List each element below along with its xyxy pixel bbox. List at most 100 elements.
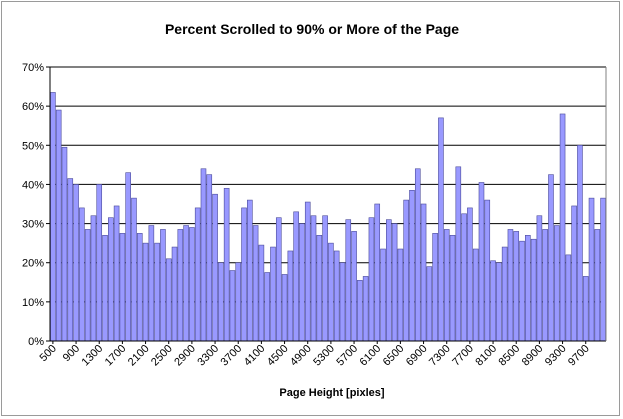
bar [559, 113, 566, 342]
bar [461, 213, 467, 342]
bar [189, 227, 195, 342]
bar [131, 197, 137, 342]
bar [368, 217, 375, 342]
x-axis-label: Page Height [pixles] [279, 387, 384, 399]
bar [548, 174, 554, 342]
x-tick-label: 3300 [195, 343, 221, 369]
bar [362, 276, 369, 342]
bar [61, 146, 68, 342]
bar [374, 203, 381, 342]
y-tick-label: 60% [22, 101, 44, 113]
x-tick-label: 9300 [543, 343, 569, 369]
axes [46, 66, 607, 344]
bar [409, 190, 415, 342]
bar [443, 229, 450, 342]
bar [420, 203, 427, 342]
bar [136, 233, 143, 342]
y-tick-label: 70% [22, 62, 44, 74]
bar [403, 199, 409, 342]
bar [571, 205, 577, 342]
bar [513, 231, 520, 342]
x-tick-label: 8500 [497, 343, 523, 369]
bar [299, 223, 305, 342]
bar [600, 197, 606, 342]
bar [496, 262, 502, 342]
y-tick-label: 10% [22, 297, 44, 309]
x-tick-label: 5300 [311, 343, 337, 369]
bar [304, 201, 311, 342]
bar [252, 225, 259, 342]
bar [478, 182, 485, 342]
bar [467, 207, 473, 342]
x-tick-label: 900 [61, 343, 82, 364]
bar [432, 233, 438, 342]
bar [125, 172, 131, 342]
x-tick-label: 8100 [473, 343, 499, 369]
bar [391, 223, 398, 342]
bar [328, 242, 334, 342]
x-tick-label: 4900 [288, 343, 314, 369]
bar [507, 229, 514, 342]
bar [212, 193, 218, 342]
bar [84, 229, 91, 342]
x-tick-label: 2100 [126, 343, 152, 369]
x-tick-label: 6500 [381, 343, 407, 369]
bar [264, 272, 270, 342]
bar [50, 92, 56, 342]
bar [565, 254, 572, 342]
x-tick-label: 4100 [242, 343, 268, 369]
bar [281, 274, 288, 342]
bar [275, 217, 282, 342]
bar [287, 250, 294, 342]
x-tick-labels: 500 9001300170021002500290033003700410045… [38, 343, 592, 369]
bar [530, 238, 537, 342]
x-tick-label: 4500 [265, 343, 291, 369]
bar [183, 225, 189, 342]
bar [108, 217, 114, 342]
bar [247, 199, 253, 342]
x-tick-label: 1700 [103, 343, 129, 369]
bar [200, 168, 207, 342]
bar [588, 197, 595, 342]
bar [542, 229, 548, 342]
x-tick-label: 2500 [149, 343, 175, 369]
x-tick-label: 6900 [404, 343, 430, 369]
bars [50, 92, 606, 342]
chart-title: Percent Scrolled to 90% or More of the P… [165, 21, 459, 37]
bar [316, 235, 323, 342]
bar [472, 248, 479, 342]
y-tick-labels: 0% 10% 20% 30% 40% 50% 60% 70% [22, 62, 44, 348]
bar [582, 276, 589, 342]
bar [177, 229, 184, 342]
y-tick-label: 40% [22, 179, 44, 191]
x-tick-label: 7300 [427, 343, 453, 369]
x-tick-label: 7700 [450, 343, 476, 369]
bar [438, 117, 444, 342]
bar [258, 244, 265, 342]
bar [501, 246, 508, 342]
bar [339, 262, 346, 342]
bar [229, 270, 236, 342]
bar [490, 260, 496, 342]
bar [113, 205, 120, 342]
bar [55, 109, 62, 342]
bar [270, 246, 276, 342]
x-tick-label: 5700 [334, 343, 360, 369]
bar [536, 215, 543, 342]
bar [67, 178, 74, 342]
bar [171, 246, 178, 342]
bar [96, 184, 103, 342]
x-tick-label: 8900 [520, 343, 546, 369]
bar [449, 235, 456, 342]
bar [577, 144, 583, 342]
x-tick-label: 1300 [80, 343, 106, 369]
bar [414, 168, 421, 342]
bar [293, 211, 299, 342]
x-tick-label: 3700 [219, 343, 245, 369]
bar [525, 235, 531, 342]
bar [455, 166, 462, 342]
bar [102, 235, 108, 342]
bar [160, 229, 166, 342]
